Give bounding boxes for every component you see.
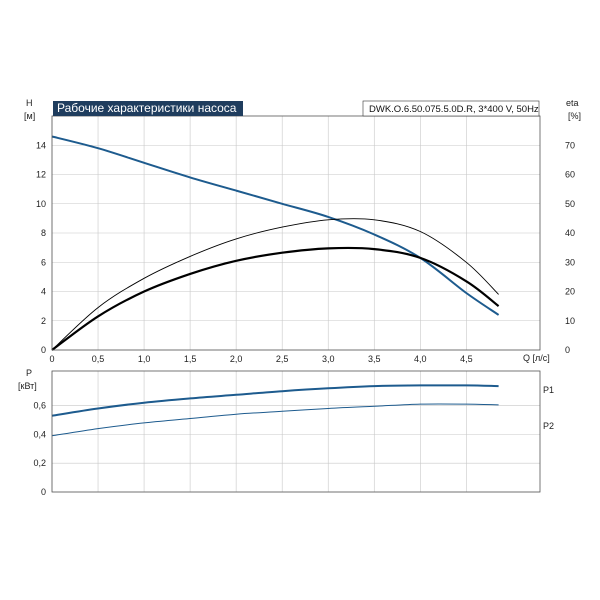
y-tick-label-right: 20: [565, 287, 575, 297]
pump-model: DWK.O.6.50.075.5.0D.R, 3*400 V, 50Hz: [369, 104, 539, 115]
y-tick-label-right: 0: [565, 345, 570, 355]
y-tick-label-left: 4: [41, 287, 46, 297]
chart-title: Рабочие характеристики насоса: [57, 101, 237, 115]
p-tick-label: 0,2: [33, 458, 46, 468]
model-box: [362, 100, 540, 117]
chart-title-box: [53, 101, 243, 116]
x-tick-label: 4,5: [460, 354, 473, 364]
y-tick-label-left: 0: [41, 345, 46, 355]
legend-p2: P2: [543, 421, 554, 431]
bottom-chart-grid: [51, 371, 540, 493]
top-chart-frame: [51, 115, 541, 351]
y-tick-label-right: 10: [565, 316, 575, 326]
x-axis-label: Q [л/с]: [523, 353, 550, 363]
y-axis-unit-h: [м]: [24, 111, 35, 121]
y-tick-label-left: 8: [41, 228, 46, 238]
y-tick-label-right: 50: [565, 199, 575, 209]
x-tick-label: 1,5: [184, 354, 197, 364]
y-tick-label-left: 14: [36, 140, 46, 150]
chart-curves: [51, 135, 500, 437]
total-efficiency-curve: [51, 218, 499, 351]
y-axis-unit-eta: [%]: [568, 111, 581, 121]
y-axis-label-p: P: [26, 368, 32, 378]
x-tick-label: 0,5: [92, 354, 105, 364]
y-tick-label-left: 6: [41, 257, 46, 267]
y-tick-label-right: 70: [565, 140, 575, 150]
chart-tick-labels: 0 0,5 1,0 1,5 2,0 2,5 3,0 3,5 4,0 4,5 0 2 4 6 8 10 12 14 0…: [33, 140, 575, 497]
legend-p1: P1: [543, 385, 554, 395]
x-tick-label: 2,0: [230, 354, 243, 364]
p-tick-label: 0,4: [33, 429, 46, 439]
y-tick-label-right: 60: [565, 170, 575, 180]
power-p2-curve: [51, 403, 499, 437]
x-tick-label: 4,0: [414, 354, 427, 364]
y-axis-label-h: H: [26, 98, 33, 108]
x-tick-label: 0: [49, 354, 54, 364]
p-tick-label: 0: [41, 487, 46, 497]
y-axis-label-eta: eta: [566, 98, 579, 108]
bottom-chart-frame: [51, 370, 541, 493]
x-tick-label: 3,5: [368, 354, 381, 364]
p-tick-label: 0,6: [33, 401, 46, 411]
x-tick-label: 3,0: [322, 354, 335, 364]
y-tick-label-left: 12: [36, 170, 46, 180]
top-chart-grid: [51, 116, 540, 351]
y-tick-label-right: 30: [565, 257, 575, 267]
y-axis-unit-p: [кВт]: [18, 381, 37, 391]
x-tick-label: 1,0: [138, 354, 151, 364]
power-p1-curve: [51, 384, 499, 417]
x-tick-label: 2,5: [276, 354, 289, 364]
y-tick-label-left: 2: [41, 316, 46, 326]
y-tick-label-right: 40: [565, 228, 575, 238]
head-curve: [51, 135, 500, 316]
y-tick-label-left: 10: [36, 199, 46, 209]
pump-efficiency-curve: [51, 246, 500, 351]
